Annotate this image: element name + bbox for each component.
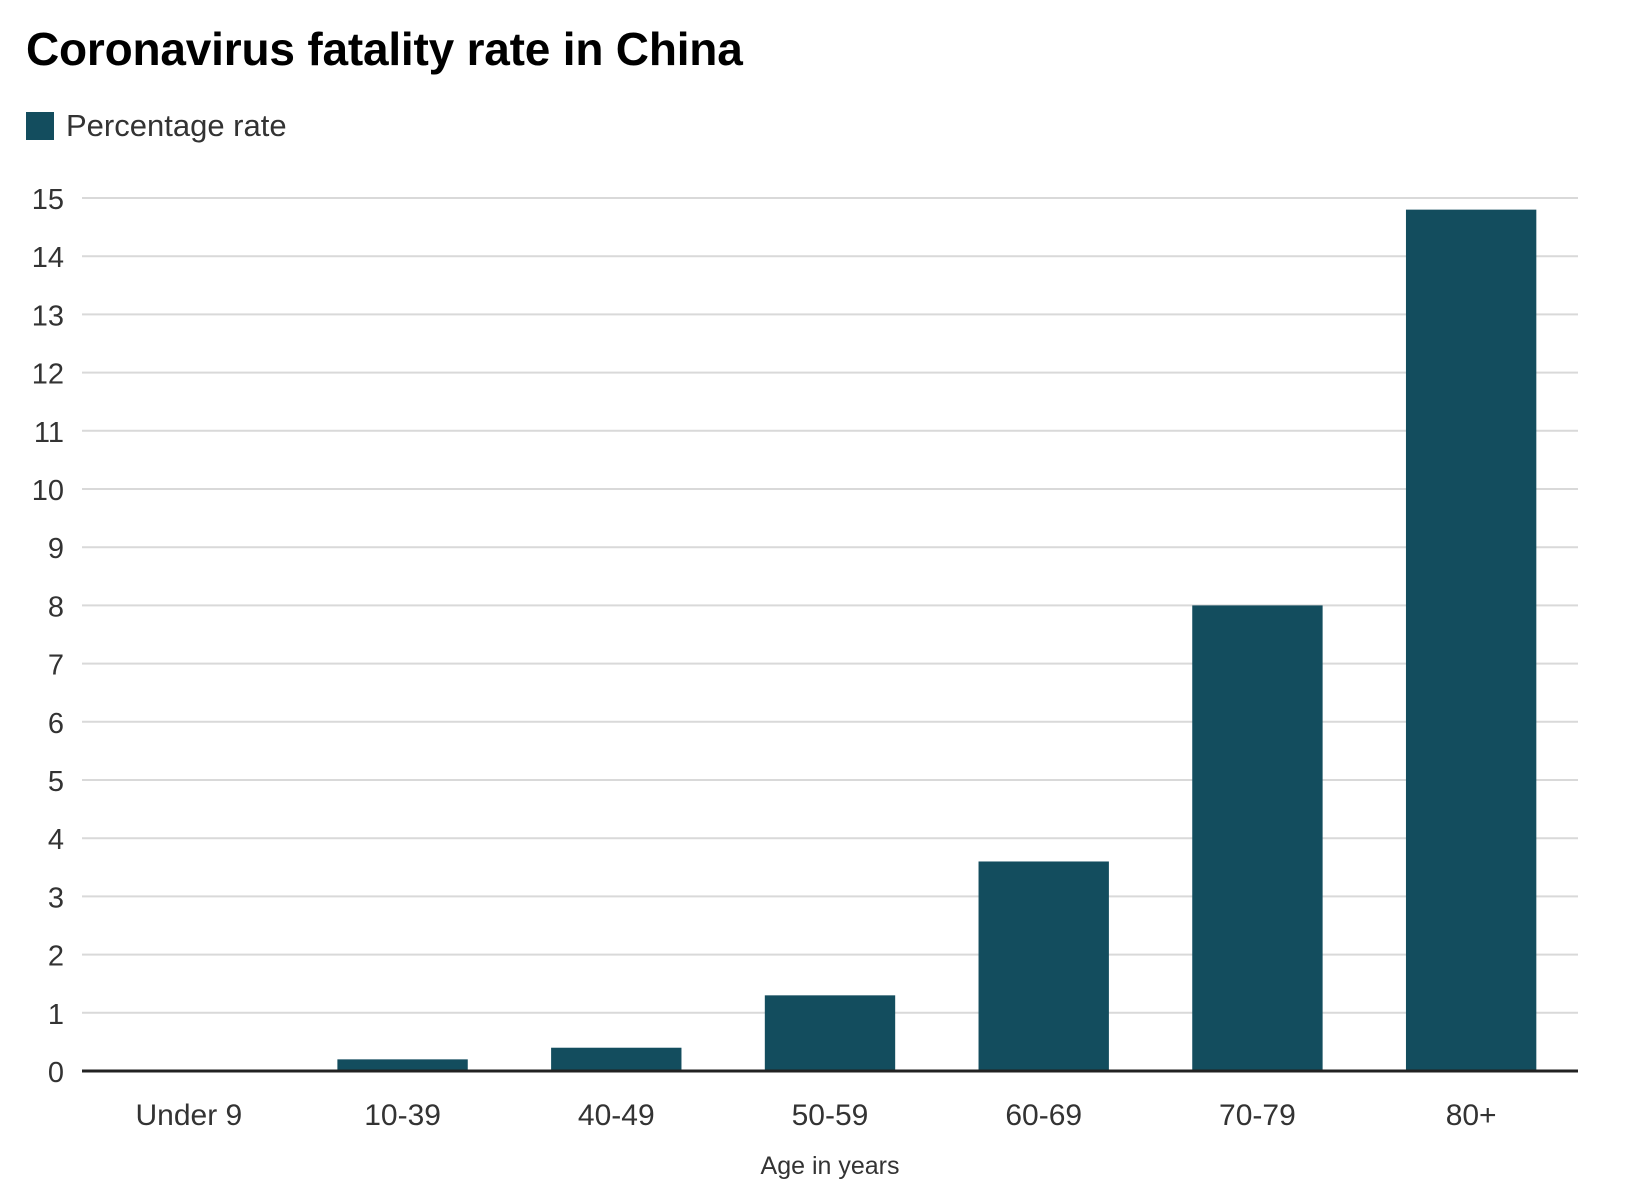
y-tick-label: 15 (32, 184, 64, 216)
bar-10-39 (337, 1059, 468, 1071)
y-tick-label: 12 (32, 359, 64, 391)
x-axis-ticks: Under 9 10-39 40-49 50-59 60-69 70-79 80+ (135, 1099, 1496, 1132)
x-tick-label: Under 9 (135, 1099, 242, 1132)
y-tick-label: 3 (48, 882, 64, 914)
x-axis-title: Age in years (761, 1152, 900, 1180)
y-tick-label: 1 (48, 999, 64, 1031)
legend-label: Percentage rate (66, 108, 287, 143)
x-tick-label: 70-79 (1219, 1099, 1296, 1132)
chart-title: Coronavirus fatality rate in China (26, 23, 743, 75)
y-tick-label: 5 (48, 766, 64, 798)
bars (337, 209, 1537, 1071)
y-tick-label: 4 (48, 824, 64, 856)
y-tick-label: 13 (32, 300, 64, 332)
y-tick-label: 10 (32, 475, 64, 507)
bar-40-49 (551, 1047, 682, 1071)
y-tick-label: 9 (48, 533, 64, 565)
x-tick-label: 80+ (1446, 1099, 1497, 1132)
gridlines (82, 197, 1578, 1014)
y-tick-label: 11 (34, 417, 64, 449)
bar-80- (1405, 209, 1537, 1071)
bar-70-79 (1192, 605, 1323, 1071)
bar-60-69 (978, 861, 1109, 1071)
x-tick-label: 60-69 (1005, 1099, 1082, 1132)
legend: Percentage rate (26, 108, 287, 144)
bar-50-59 (764, 995, 896, 1071)
y-tick-label: 0 (48, 1057, 64, 1089)
x-tick-label: 40-49 (578, 1099, 655, 1132)
y-tick-label: 6 (48, 708, 64, 740)
y-tick-label: 14 (32, 242, 64, 274)
y-tick-label: 7 (48, 650, 64, 682)
y-tick-label: 2 (48, 941, 64, 973)
x-tick-label: 10-39 (364, 1099, 441, 1132)
legend-swatch (26, 112, 54, 140)
y-tick-label: 8 (48, 591, 64, 623)
x-tick-label: 50-59 (792, 1099, 869, 1132)
